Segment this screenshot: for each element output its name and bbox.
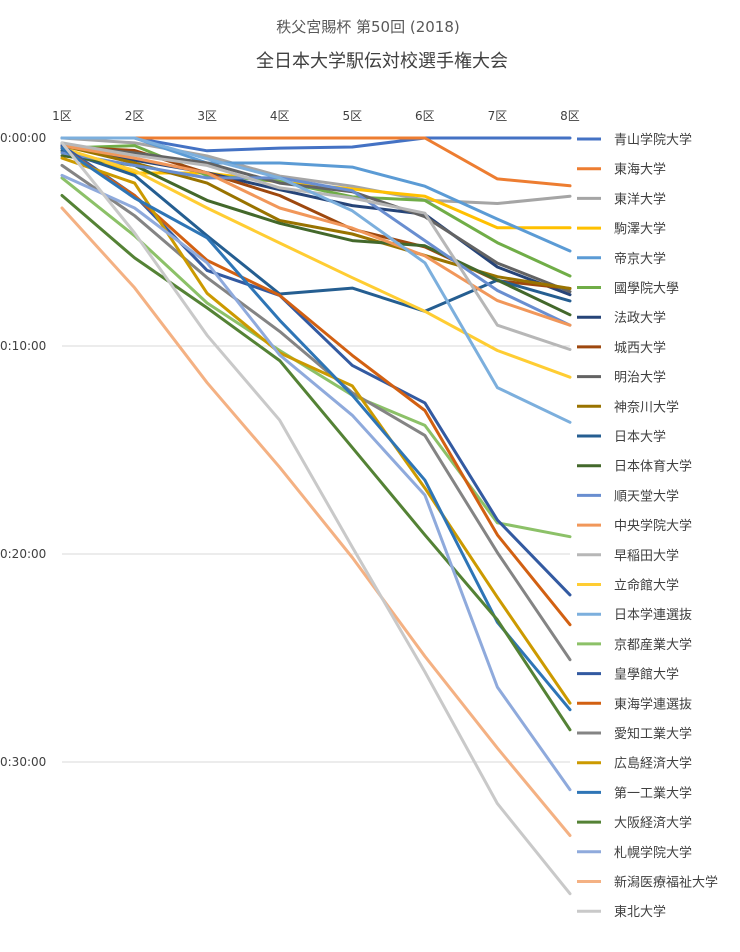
- x-tick-label: 3区: [197, 109, 217, 123]
- series-line: [60, 149, 572, 313]
- series-line: [60, 151, 572, 327]
- legend-label: 立命館大学: [614, 578, 679, 594]
- legend-label: 中央学院大学: [614, 518, 692, 534]
- legend-item: 立命館大学: [577, 578, 679, 594]
- legend-label: 日本大学: [614, 429, 666, 445]
- legend-label: 青山学院大学: [614, 132, 692, 148]
- legend-label: 城西大学: [614, 340, 666, 356]
- legend-label: 駒澤大学: [614, 221, 666, 237]
- legend-item: 愛知工業大学: [577, 726, 692, 742]
- legend-item: 法政大学: [577, 310, 666, 326]
- legend-label: 東北大学: [614, 904, 666, 920]
- y-tick-label: 0:10:00: [0, 339, 46, 353]
- series-line: [60, 194, 572, 732]
- legend-label: 札幌学院大学: [614, 845, 692, 861]
- legend-label: 広島経済大学: [614, 756, 692, 772]
- legend-label: 明治大学: [614, 370, 666, 386]
- legend-item: 広島経済大学: [577, 756, 692, 772]
- legend-label: 早稲田大学: [614, 548, 679, 564]
- legend-label: 皇學館大学: [614, 667, 679, 683]
- legend-item: 國學院大學: [577, 282, 679, 297]
- x-tick-label: 2区: [125, 109, 145, 123]
- legend-item: 神奈川大学: [577, 399, 679, 415]
- series-line: [60, 146, 572, 712]
- legend-label: 帝京大学: [614, 251, 666, 267]
- legend-item: 駒澤大学: [577, 221, 666, 237]
- legend-item: 順天堂大学: [577, 488, 679, 504]
- legend-item: 第一工業大学: [577, 785, 692, 801]
- legend-item: 札幌学院大学: [577, 845, 692, 861]
- legend-item: 日本学連選抜: [577, 607, 692, 623]
- y-axis-ticks: 0:00:00 0:10:00 0:20:00 0:30:00: [0, 131, 46, 769]
- legend-label: 大阪経済大学: [614, 815, 692, 831]
- series-lines: [60, 136, 572, 896]
- series-line: [60, 156, 572, 705]
- legend: 青山学院大学東海大学東洋大学駒澤大学帝京大学國學院大學法政大学城西大学明治大学神…: [577, 132, 718, 920]
- legend-item: 東海大学: [577, 162, 666, 178]
- series-line: [60, 146, 572, 379]
- legend-item: 大阪経済大学: [577, 815, 692, 831]
- legend-label: 東洋大学: [614, 191, 666, 207]
- y-tick-label: 0:00:00: [0, 131, 46, 145]
- legend-label: 愛知工業大学: [614, 726, 692, 742]
- legend-label: 法政大学: [614, 310, 666, 326]
- x-tick-label: 1区: [52, 109, 72, 123]
- series-line: [60, 163, 572, 662]
- chart-title: 秩父宮賜杯 第50回 (2018): [276, 18, 460, 36]
- series-line: [60, 136, 572, 205]
- x-axis-ticks: 1区 2区 3区 4区 5区 6区 7区 8区: [52, 109, 580, 123]
- series-line: [60, 206, 572, 837]
- legend-item: 東北大学: [577, 904, 666, 920]
- x-tick-label: 6区: [415, 109, 435, 123]
- x-tick-label: 8区: [560, 109, 580, 123]
- legend-item: 日本体育大学: [577, 459, 692, 475]
- series-line: [60, 154, 572, 317]
- series-line: [60, 144, 572, 327]
- legend-item: 東海学連選抜: [577, 696, 692, 712]
- series-line: [60, 144, 572, 278]
- legend-label: 東海大学: [614, 162, 666, 178]
- series-line: [60, 136, 572, 424]
- series-line: [60, 136, 572, 188]
- legend-label: 新潟医療福祉大学: [614, 875, 718, 891]
- legend-item: 中央学院大学: [577, 518, 692, 534]
- legend-item: 京都産業大学: [577, 637, 692, 653]
- legend-label: 國學院大學: [614, 282, 679, 297]
- legend-item: 新潟医療福祉大学: [577, 875, 718, 891]
- legend-label: 京都産業大学: [614, 637, 692, 653]
- series-line: [60, 173, 572, 792]
- legend-item: 皇學館大学: [577, 667, 679, 683]
- x-tick-label: 5区: [342, 109, 362, 123]
- chart-subtitle: 全日本大学駅伝対校選手権大会: [256, 51, 508, 72]
- legend-label: 日本体育大学: [614, 459, 692, 475]
- legend-item: 城西大学: [577, 340, 666, 356]
- series-line: [60, 144, 572, 294]
- legend-label: 第一工業大学: [614, 785, 692, 801]
- series-line: [60, 176, 572, 539]
- x-tick-label: 7区: [488, 109, 508, 123]
- legend-label: 東海学連選抜: [614, 696, 692, 712]
- legend-label: 順天堂大学: [614, 488, 679, 504]
- legend-item: 青山学院大学: [577, 132, 692, 148]
- legend-item: 明治大学: [577, 370, 666, 386]
- legend-item: 日本大学: [577, 429, 666, 445]
- legend-label: 神奈川大学: [614, 399, 679, 415]
- legend-item: 帝京大学: [577, 251, 666, 267]
- legend-item: 早稲田大学: [577, 548, 679, 564]
- y-tick-label: 0:30:00: [0, 755, 46, 769]
- series-line: [60, 141, 572, 896]
- legend-label: 日本学連選抜: [614, 607, 692, 623]
- series-line: [60, 141, 572, 297]
- legend-item: 東洋大学: [577, 191, 666, 207]
- x-tick-label: 4区: [270, 109, 290, 123]
- y-tick-label: 0:20:00: [0, 547, 46, 561]
